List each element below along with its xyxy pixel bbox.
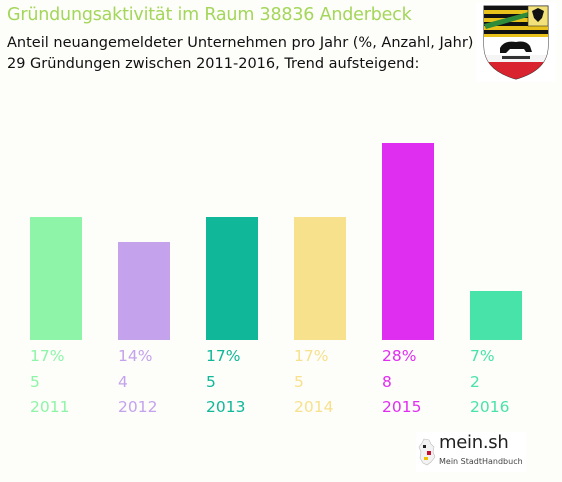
count-label: 5 [294,373,304,391]
year-label: 2016 [470,398,510,416]
germany-map-icon [418,438,436,466]
bar-2013 [206,217,258,340]
logo-text: mein.sh [439,432,509,453]
year-label: 2012 [118,398,158,416]
percent-label: 14% [118,347,153,365]
count-label: 8 [382,373,392,391]
bar-2014 [294,217,346,340]
bar-2016 [470,291,522,340]
year-label: 2015 [382,398,422,416]
bar-chart: 17% 5 2011 14% 4 2012 17% 5 2013 17% 5 2014 28% 8 2015… [0,100,562,420]
chart-subtitle-line-2: 29 Gründungen zwischen 2011-2016, Trend … [7,56,420,72]
count-label: 4 [118,373,128,391]
percent-label: 17% [294,347,329,365]
percent-label: 28% [382,347,417,365]
count-label: 5 [206,373,216,391]
year-label: 2013 [206,398,246,416]
percent-label: 17% [30,347,65,365]
mein-sh-logo: mein.sh Mein StadtHandbuch [416,432,526,472]
bar-2012 [118,242,170,340]
bar-2015 [382,143,434,340]
percent-label: 7% [470,347,495,365]
coat-of-arms-icon [476,2,556,82]
year-label: 2014 [294,398,334,416]
bar-2011 [30,217,82,340]
count-label: 5 [30,373,40,391]
percent-label: 17% [206,347,241,365]
chart-title: Gründungsaktivität im Raum 38836 Anderbe… [7,5,412,25]
count-label: 2 [470,373,480,391]
year-label: 2011 [30,398,70,416]
chart-subtitle-line-1: Anteil neuangemeldeter Unternehmen pro J… [7,35,474,51]
logo-subtext: Mein StadtHandbuch [439,457,523,466]
